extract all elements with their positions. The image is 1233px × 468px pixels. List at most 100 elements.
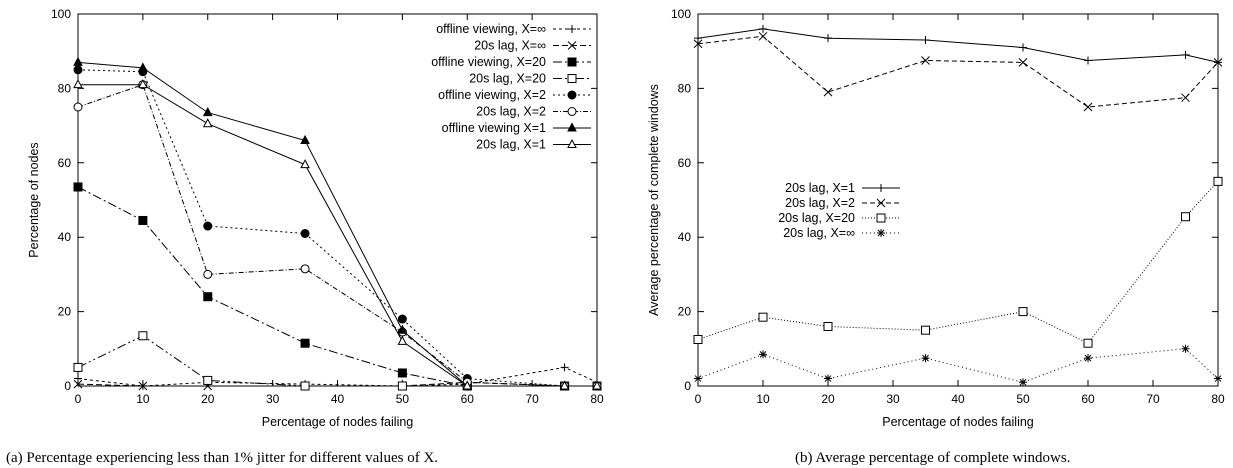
chart1-series-2-line — [697, 181, 1219, 344]
chart1-series-1-point-7 — [1213, 58, 1223, 67]
chart1-xtick-label-7: 70 — [1146, 392, 1160, 406]
chart0-legend-marker-5 — [567, 107, 577, 116]
chart0-legend-marker-4 — [567, 90, 577, 100]
chart1-series-3-line — [697, 348, 1219, 383]
chart1-ytick-label-0: 0 — [684, 379, 691, 393]
chart0-legend-marker-6 — [567, 122, 577, 132]
chart0-xtick-label-7: 70 — [525, 392, 539, 406]
chart0-ytick-label-0: 0 — [64, 379, 71, 393]
chart1-xtick-label-2: 20 — [821, 392, 835, 406]
chart1-series-2-point-0 — [693, 335, 703, 344]
chart1-series-0-point-3 — [921, 36, 930, 45]
chart0-series-6-point-2 — [202, 107, 213, 117]
chart0-series-6-point-1 — [138, 62, 148, 72]
chart0-series-3-point-2 — [203, 375, 213, 385]
chart1-series-1-point-2 — [823, 87, 833, 97]
chart1-series-2 — [693, 176, 1223, 348]
chart0-series-7 — [73, 79, 602, 390]
chart1-legend-label-2: 20s lag, X=20 — [778, 211, 855, 225]
chart1-legend-label-1: 20s lag, X=2 — [785, 196, 855, 210]
chart1-xtick-label-1: 10 — [756, 392, 770, 406]
chart0-series-4-point-0 — [73, 65, 83, 75]
chart0-xtick-label-1: 10 — [136, 392, 150, 406]
chart0-ytick-label-3: 60 — [58, 156, 72, 170]
chart0-series-2-point-3 — [300, 338, 310, 348]
chart0-series-0-point-0 — [74, 374, 82, 383]
chart1-ytick-label-4: 80 — [678, 81, 692, 95]
chart1-series-2-point-7 — [1213, 176, 1223, 186]
chart0-xtick-label-8: 80 — [590, 392, 604, 406]
chart0-series-0-point-6 — [560, 363, 569, 372]
chart0-series-2-line — [77, 186, 597, 387]
chart1-plot-frame — [697, 13, 1219, 387]
chart0-series-5-point-2 — [203, 269, 213, 279]
chart1-series-3-point-3 — [921, 354, 930, 363]
chart1-series-0-point-4 — [1019, 43, 1027, 52]
chart0-legend-label-6: offline viewing X=1 — [442, 121, 546, 135]
chart0-series-5-point-3 — [300, 264, 310, 274]
chart1-series-0 — [694, 24, 1222, 67]
chart0-ytick-label-1: 20 — [58, 305, 72, 319]
chart0-series-4-point-4 — [397, 314, 407, 324]
chart0-legend: offline viewing, X=∞ 20s lag, X=∞ offline … — [431, 22, 591, 152]
chart0-series-7-point-0 — [73, 79, 83, 89]
chart0-ytick-label-5: 100 — [51, 7, 71, 21]
chart0-series-2 — [73, 182, 602, 391]
chart0-legend-marker-3 — [567, 74, 577, 83]
chart1-legend-marker-1 — [876, 198, 886, 208]
chart0-series-6-point-0 — [73, 56, 83, 66]
chart1-xtick-label-0: 0 — [695, 392, 702, 406]
chart0-series-3-line — [77, 335, 597, 387]
chart0-series-1-line — [77, 381, 597, 387]
chart1-series-1 — [693, 31, 1223, 112]
chart0-series-7-point-6 — [559, 380, 570, 390]
chart0-legend-label-5: 20s lag, X=2 — [476, 105, 546, 119]
chart0-xtick-label-6: 60 — [461, 392, 475, 406]
chart0-ylabel: Percentage of nodes — [27, 142, 41, 257]
chart1-series-0-point-2 — [824, 34, 832, 43]
chart1-xtick-label-8: 80 — [1211, 392, 1225, 406]
chart1-legend-label-3: 20s lag, X=∞ — [783, 226, 855, 240]
chart1-series-3-point-6 — [1181, 344, 1190, 353]
chart1-series-0-point-1 — [759, 24, 767, 33]
caption-b: (b) Average percentage of complete windo… — [795, 450, 1070, 466]
chart1-series-2-point-1 — [758, 312, 768, 322]
chart0-xtick-label-3: 30 — [266, 392, 280, 406]
chart0-series-1-point-0 — [73, 379, 83, 389]
chart1-series-3-point-7 — [1214, 374, 1222, 383]
chart1-series-2-point-5 — [1083, 338, 1093, 348]
chart0-series-7-line — [78, 84, 597, 387]
chart0-legend-label-4: offline viewing, X=2 — [438, 88, 546, 102]
chart0-legend-marker-1 — [567, 41, 577, 50]
chart1-xtick-label-6: 60 — [1081, 392, 1095, 406]
chart1-ytick-label-3: 60 — [678, 156, 692, 170]
chart-b: 0 10 20 30 40 50 60 70 80 0 20 40 60 80 100 Percentage … — [647, 7, 1225, 429]
chart0-legend-label-0: offline viewing, X=∞ — [436, 22, 546, 36]
chart1-xtick-label-3: 30 — [886, 392, 900, 406]
chart0-series-4-point-2 — [203, 221, 213, 231]
chart0-series-3-point-3 — [300, 381, 310, 391]
chart1-series-0-point-6 — [1181, 50, 1190, 59]
chart-a: 0 10 20 30 40 50 60 70 80 0 20 40 60 80 100 Percentage … — [27, 7, 604, 429]
chart0-legend-label-3: 20s lag, X=20 — [469, 72, 546, 86]
chart0-legend-label-1: 20s lag, X=∞ — [474, 39, 546, 53]
chart0-series-5-point-0 — [73, 102, 83, 112]
chart1-ylabel: Average percentage of complete windows — [647, 84, 661, 316]
chart0-series-2-point-1 — [138, 215, 148, 225]
chart1-series-1-point-3 — [921, 56, 930, 65]
chart1-series-1-point-5 — [1083, 102, 1093, 112]
chart1-series-0-line — [697, 28, 1219, 63]
chart1-series-1-point-6 — [1181, 93, 1190, 103]
chart0-xtick-label-4: 40 — [331, 392, 345, 406]
chart1-ytick-label-1: 20 — [678, 305, 692, 319]
chart0-series-7-point-5 — [462, 380, 473, 390]
chart0-series-2-point-4 — [397, 368, 407, 378]
chart1-series-2-point-2 — [823, 321, 833, 331]
chart1-series-2-point-4 — [1018, 307, 1028, 317]
chart1-xtick-label-4: 40 — [951, 392, 965, 406]
chart1-series-2-point-6 — [1181, 212, 1190, 222]
chart0-series-7-point-1 — [138, 79, 148, 89]
chart1-series-1-point-4 — [1018, 58, 1028, 67]
